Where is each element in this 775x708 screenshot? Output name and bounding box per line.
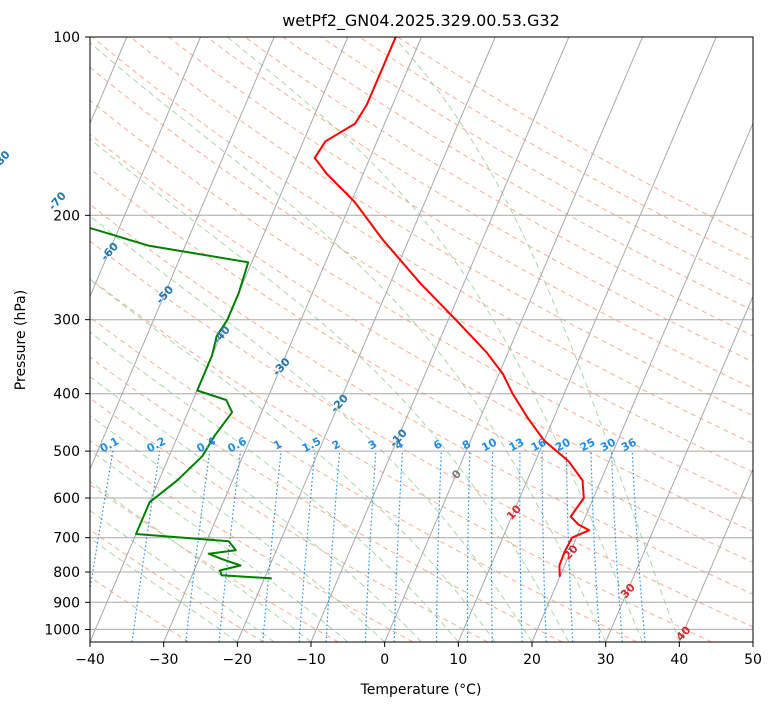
dry-adiabat [90,133,753,533]
mixing-ratio-label: 36 [619,435,639,454]
temperature-profile [313,37,591,577]
y-tick-label: 700 [53,531,80,547]
moist-adiabat [227,37,643,642]
x-tick-label: −20 [223,652,253,668]
dry-adiabat [282,37,753,312]
moist-adiabat [393,37,680,642]
isotherm [531,122,753,642]
mixing-ratio-line [262,451,282,642]
x-tick-label: −10 [296,652,326,668]
mixing-ratio-label: 25 [578,436,598,455]
y-tick-label: 300 [53,313,80,329]
dry-adiabat [90,397,488,642]
mixing-ratio-line [631,451,646,642]
mixing-ratio-line [298,451,316,642]
isotherm [457,37,717,642]
x-axis-label: Temperature (°C) [360,682,482,698]
mixing-ratio-label: 20 [553,435,573,454]
dry-adiabat [90,203,753,595]
dry-adiabat [90,356,563,642]
x-tick-label: −40 [75,652,105,668]
y-tick-label: 400 [53,387,80,403]
x-tick-label: 30 [597,652,615,668]
line-labels: 0.10.20.40.611.52346810131620253036-100-… [0,148,694,644]
moist-adiabat [90,331,459,642]
isotherm [90,37,201,298]
dry-adiabat [206,37,753,363]
mixing-ratio-line [131,451,161,642]
isotherm [90,37,349,642]
y-tick-label: 500 [53,444,80,460]
y-tick-label: 100 [53,30,80,46]
mixing-ratio-label: 16 [529,435,549,454]
x-tick-label: 50 [744,652,762,668]
isotherm [310,37,570,642]
x-tick-label: 40 [670,652,688,668]
mixing-ratio-label: 13 [507,436,527,455]
x-tick-label: 20 [523,652,541,668]
dry-adiabat [90,66,753,473]
isotherm [90,37,275,471]
background-grid [90,37,753,642]
y-tick-label: 1000 [44,622,80,638]
moist-adiabat [90,215,533,642]
dry-adiabat [90,168,753,563]
x-tick-label: −30 [149,652,179,668]
moist-adiabat [90,509,275,642]
moist-adiabat [90,138,570,642]
y-tick-label: 200 [53,208,80,224]
dry-adiabat [90,240,753,628]
y-tick-label: 900 [53,595,80,611]
moist-adiabat [90,278,496,642]
mixing-ratio-label: 10 [479,435,499,454]
mixing-ratio-line [185,451,211,642]
isotherm [678,467,753,642]
moist-adiabat [90,42,607,642]
x-tick-label: 10 [449,652,467,668]
dry-adiabat [130,37,753,417]
x-tick-label: 0 [380,652,389,668]
moist-adiabat [90,480,312,642]
y-tick-label: 600 [53,491,80,507]
moist-adiabat [90,415,386,642]
dewpoint-profile [90,226,272,580]
isotherm [236,37,496,642]
isotherm [163,37,422,642]
moist-adiabat [90,537,238,642]
y-axis-label: Pressure (hPa) [13,290,29,390]
axes: −40 −30 −20 −10 0 10 20 30 40 50 100 200 300 400 500 60… [44,30,762,668]
chart-title: wetPf2_GN04.2025.329.00.53.G32 [282,11,560,31]
isotherm [384,37,643,642]
plot-frame [89,36,754,643]
mixing-ratio-label: 30 [598,435,618,454]
isotherm [605,295,753,642]
dry-adiabat [90,483,339,642]
y-tick-label: 800 [53,565,80,581]
mixing-ratio-line [218,451,242,642]
profile-lines [90,37,591,580]
